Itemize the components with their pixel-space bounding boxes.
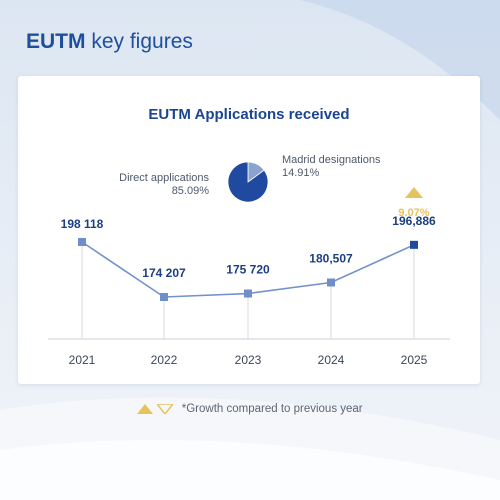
x-tick-2023: 2023: [235, 353, 262, 367]
value-label-2025: 196,886: [392, 214, 436, 228]
data-point-2021: [78, 238, 86, 246]
pie-slice-direct: [227, 161, 269, 203]
page-title-bold: EUTM: [26, 30, 86, 53]
data-point-2023: [244, 289, 252, 298]
data-point-2022: [160, 293, 168, 301]
line-chart: 198 118 2021 174 207 2022 175 720 2023 180,507…: [48, 187, 450, 367]
x-tick-2021: 2021: [69, 353, 96, 367]
footer-note: *Growth compared to previous year: [181, 403, 363, 415]
growth-up-icon: [405, 187, 423, 198]
value-label-2023: 175 720: [226, 263, 270, 277]
growth-up-icon: [137, 404, 154, 414]
pie-label-direct-value: 85.09%: [171, 185, 209, 197]
pie-label-direct: Direct applications 85.09%: [85, 172, 209, 198]
x-tick-2024: 2024: [318, 353, 345, 367]
pie-chart: [227, 161, 269, 203]
x-tick-2022: 2022: [151, 353, 178, 367]
footer-legend: *Growth compared to previous year: [0, 403, 500, 415]
data-point-2024: [327, 278, 335, 287]
pie-label-direct-name: Direct applications: [119, 172, 209, 184]
data-point-2025: [410, 240, 418, 249]
page-title: EUTM key figures: [26, 30, 193, 54]
growth-down-icon: [156, 404, 173, 414]
value-label-2022: 174 207: [142, 266, 186, 280]
page-title-rest: key figures: [85, 30, 193, 53]
chart-title: EUTM Applications received: [148, 106, 350, 123]
pie-label-madrid-value: 14.91%: [282, 167, 320, 179]
value-label-2021: 198 118: [61, 217, 104, 231]
pie-label-madrid: Madrid designations 14.91%: [282, 154, 380, 180]
growth-label-2025: 9.07%: [398, 207, 429, 219]
pie-label-madrid-name: Madrid designations: [282, 154, 381, 166]
chart-card: EUTM Applications received Direct applic…: [18, 76, 480, 384]
value-label-2024: 180,507: [309, 252, 353, 266]
x-tick-2025: 2025: [401, 353, 428, 367]
